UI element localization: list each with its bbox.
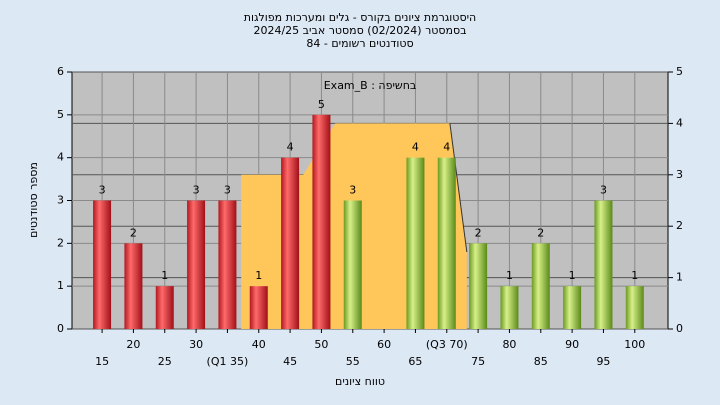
y-tick-label: 5 — [57, 108, 64, 121]
y-tick-label: 3 — [57, 194, 64, 207]
y2-tick-label: 3 — [676, 168, 683, 181]
value-label: 1 — [569, 269, 576, 282]
x-tick-label: 60 — [377, 338, 391, 351]
bar — [249, 286, 268, 329]
x-tick-label: 50 — [314, 338, 328, 351]
value-label: 1 — [255, 269, 262, 282]
x-tick-label: 25 — [158, 355, 172, 368]
value-label: 3 — [224, 184, 231, 197]
x-tick-label: 65 — [408, 355, 422, 368]
value-label: 3 — [349, 184, 356, 197]
bar — [343, 200, 362, 329]
x-tick-label: (Q3 70) — [426, 338, 468, 351]
y-axis-label: מספר סטודנטים — [27, 162, 40, 238]
y2-tick-label: 1 — [676, 271, 683, 284]
value-label: 1 — [506, 269, 513, 282]
annotation: Exam_B : בחשיפה — [324, 79, 417, 92]
value-label: 3 — [600, 184, 607, 197]
value-label: 1 — [631, 269, 638, 282]
value-label: 4 — [412, 141, 419, 154]
title-line: היסטוגרמת ציונים בקורס - גלים ומערכות מפ… — [244, 11, 476, 24]
x-tick-label: 30 — [189, 338, 203, 351]
bar — [312, 114, 331, 329]
value-label: 5 — [318, 98, 325, 111]
y-tick-label: 4 — [57, 151, 64, 164]
x-tick-label: 20 — [126, 338, 140, 351]
y-tick-label: 1 — [57, 279, 64, 292]
bar — [406, 157, 425, 329]
x-tick-label: 15 — [95, 355, 109, 368]
bar — [625, 286, 644, 329]
bar — [93, 200, 112, 329]
area-line — [449, 123, 468, 252]
x-tick-label: 90 — [565, 338, 579, 351]
y2-tick-label: 0 — [676, 322, 683, 335]
title-line: סטודנטים רשומים - 84 — [306, 37, 413, 50]
value-label: 3 — [193, 184, 200, 197]
bar — [155, 286, 174, 329]
bar — [469, 243, 488, 329]
value-label: 2 — [475, 226, 482, 239]
bar — [281, 157, 300, 329]
x-tick-label: (Q1 35) — [207, 355, 249, 368]
x-tick-label: 95 — [596, 355, 610, 368]
x-tick-label: 45 — [283, 355, 297, 368]
bar — [500, 286, 519, 329]
x-tick-label: 85 — [534, 355, 548, 368]
x-tick-label: 100 — [624, 338, 645, 351]
bar — [563, 286, 582, 329]
x-tick-label: 55 — [346, 355, 360, 368]
value-label: 3 — [99, 184, 106, 197]
title-line: בסמסטר (02/2024) סמסטר אביב 2024/25 — [253, 24, 466, 37]
y-tick-label: 6 — [57, 65, 64, 78]
bar — [218, 200, 237, 329]
bar — [437, 157, 456, 329]
bar — [594, 200, 613, 329]
value-label: 2 — [537, 226, 544, 239]
x-tick-label: 80 — [502, 338, 516, 351]
bar — [531, 243, 550, 329]
y2-tick-label: 2 — [676, 219, 683, 232]
y-tick-label: 0 — [57, 322, 64, 335]
y2-tick-label: 5 — [676, 65, 683, 78]
value-label: 4 — [287, 141, 294, 154]
bar — [124, 243, 143, 329]
bar — [187, 200, 206, 329]
x-axis-label: טווח ציונים — [335, 375, 385, 388]
y2-tick-label: 4 — [676, 116, 683, 129]
y-tick-label: 2 — [57, 236, 64, 249]
value-label: 2 — [130, 226, 137, 239]
value-label: 4 — [443, 141, 450, 154]
value-label: 1 — [161, 269, 168, 282]
x-tick-label: 40 — [252, 338, 266, 351]
x-tick-label: 75 — [471, 355, 485, 368]
